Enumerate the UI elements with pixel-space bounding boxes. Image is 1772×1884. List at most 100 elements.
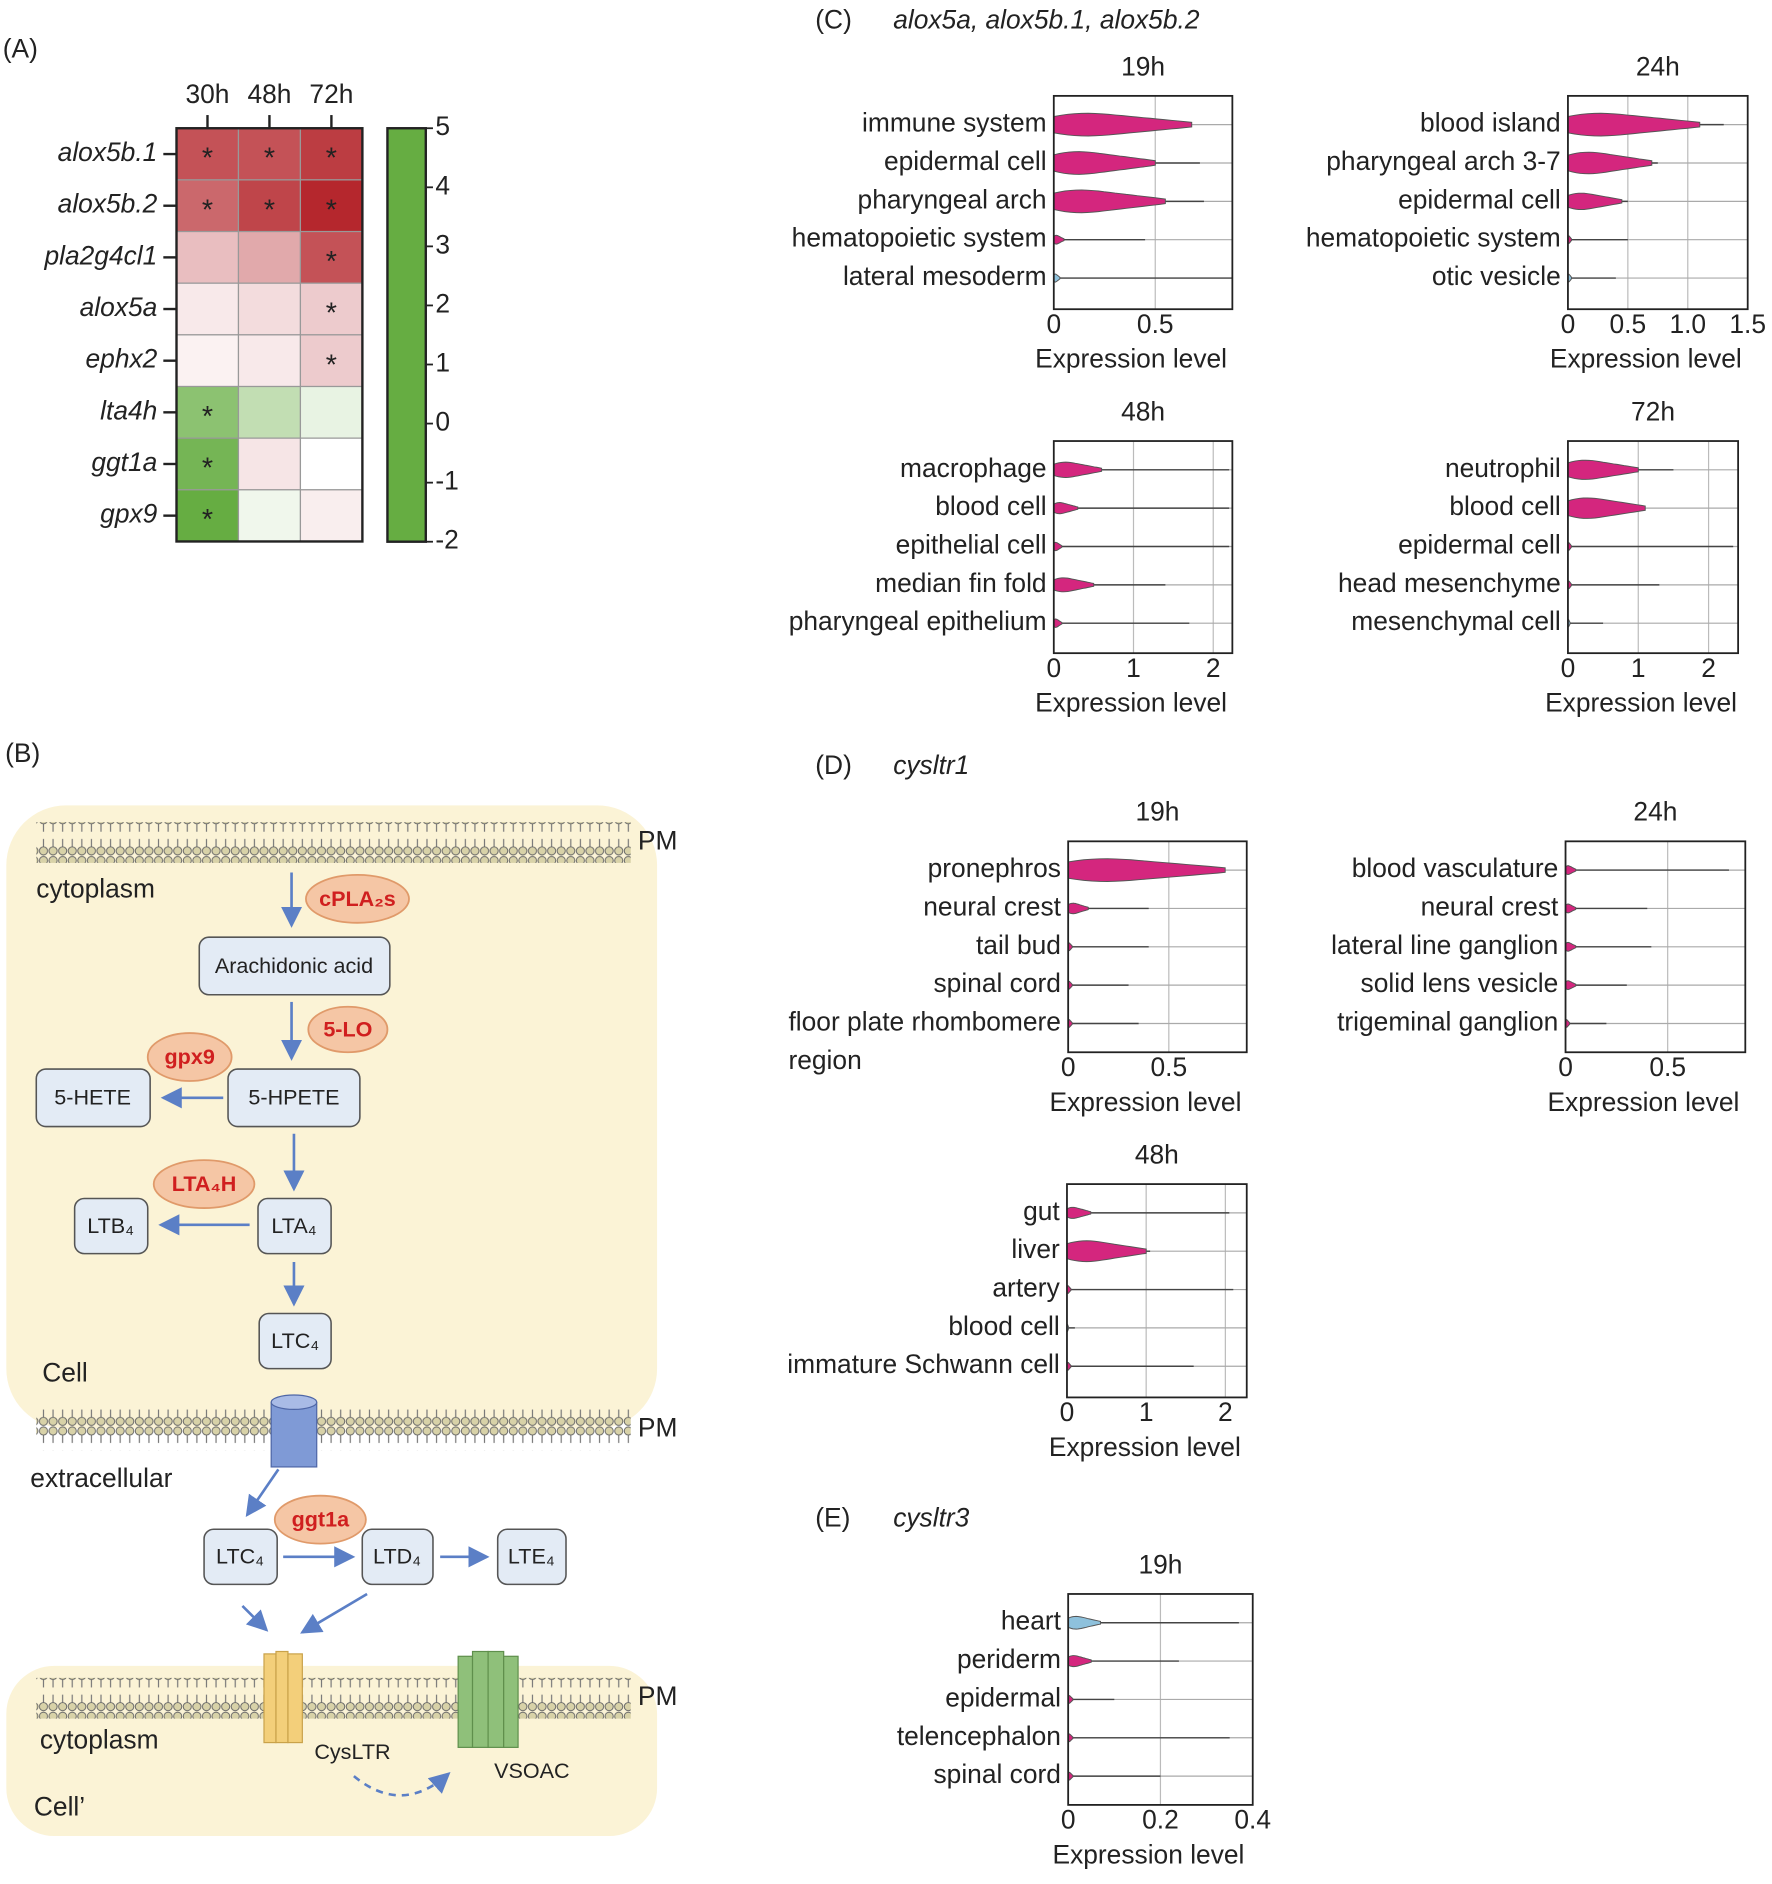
category-label: immature Schwann cell <box>787 1349 1060 1379</box>
violin-body <box>1053 461 1103 478</box>
colorbar-tick-label: 0 <box>435 407 450 437</box>
violin-body <box>1565 941 1577 952</box>
x-tick-label: 0.5 <box>1649 1052 1686 1082</box>
violin-body <box>1565 865 1577 876</box>
x-tick-label: 0.5 <box>1610 309 1647 339</box>
heatmap-frame <box>175 127 364 543</box>
panel-label: (D) <box>815 750 852 780</box>
category-label: hematopoietic system <box>792 223 1047 253</box>
category-label: telencephalon <box>897 1721 1061 1751</box>
violin-body <box>1053 618 1063 628</box>
row-label: pla2g4cl1 <box>43 240 157 270</box>
x-axis-label: Expression level <box>1050 1087 1242 1117</box>
row-label: alox5b.1 <box>58 137 158 167</box>
violin-body <box>1067 1655 1092 1668</box>
gene-label: cysltr3 <box>893 1503 969 1533</box>
enzyme-label: ggt1a <box>292 1507 351 1532</box>
subplot-title: 19h <box>1135 797 1179 827</box>
transporter <box>270 1394 318 1468</box>
category-label: mesenchymal cell <box>1351 606 1561 636</box>
enzyme-label: cPLA₂s <box>319 886 396 911</box>
gene-label: alox5a, alox5b.1, alox5b.2 <box>893 5 1200 35</box>
enzyme-badge <box>305 873 410 924</box>
significance-mark: * <box>264 143 275 175</box>
category-label: epidermal cell <box>1398 184 1561 214</box>
heat-cell <box>299 437 363 491</box>
enzyme-badge <box>307 1005 389 1054</box>
category-label: periderm <box>957 1644 1061 1674</box>
violin-body <box>1053 234 1065 245</box>
violin-body <box>1066 1240 1147 1263</box>
violin-body <box>1067 980 1073 990</box>
violin-body <box>1066 1206 1092 1219</box>
category-label: artery <box>992 1273 1060 1303</box>
category-label: otic vesicle <box>1432 261 1561 291</box>
category-label: pronephros <box>928 853 1061 883</box>
enzyme-badge <box>273 1494 367 1545</box>
heat-cell <box>175 334 240 388</box>
plot-frame <box>1066 1183 1248 1399</box>
violin-body <box>1067 1771 1074 1781</box>
column-label: 48h <box>247 79 291 109</box>
significance-mark: * <box>202 401 213 433</box>
x-tick-label: 0 <box>1561 653 1576 683</box>
significance-mark: * <box>202 504 213 536</box>
membrane <box>36 1677 631 1719</box>
x-axis-label: Expression level <box>1035 344 1227 374</box>
subplot-title: 24h <box>1633 797 1677 827</box>
x-tick-label: 0 <box>1061 1052 1076 1082</box>
violin-body <box>1066 1285 1072 1294</box>
category-label: immune system <box>862 108 1047 138</box>
category-label: gut <box>1023 1196 1060 1226</box>
significance-mark: * <box>326 349 337 381</box>
violin-body <box>1053 112 1193 137</box>
violin-body <box>1567 112 1701 137</box>
subplot-title: 48h <box>1135 1139 1179 1169</box>
metabolite-label: LTA₄ <box>271 1213 316 1238</box>
metabolite-box <box>198 936 391 996</box>
x-tick-label: 2 <box>1206 653 1221 683</box>
x-tick-label: 0 <box>1046 653 1061 683</box>
significance-mark: * <box>264 194 275 226</box>
compartment-label: extracellular <box>30 1463 172 1493</box>
label-line: region <box>788 1045 861 1075</box>
colorbar-tick-label: 5 <box>435 111 450 141</box>
plot-frame <box>1564 840 1747 1054</box>
subplot-title: 48h <box>1121 396 1165 426</box>
panel-label: (A) <box>3 33 38 63</box>
category-label: macrophage <box>900 453 1047 483</box>
x-tick-label: 1 <box>1139 1397 1154 1427</box>
x-tick-label: 0 <box>1046 309 1061 339</box>
x-tick-label: 0.4 <box>1234 1805 1271 1835</box>
significance-mark: * <box>202 453 213 485</box>
subplot-title: 19h <box>1121 51 1165 81</box>
heat-cell <box>299 230 363 284</box>
row-label: ggt1a <box>91 447 157 477</box>
x-tick-label: 0 <box>1061 1805 1076 1835</box>
heat-cell <box>299 127 363 181</box>
heat-cell <box>237 127 302 181</box>
violin-body <box>1567 497 1646 519</box>
colorbar-tick-label: -1 <box>435 466 458 496</box>
category-label: pharyngeal arch <box>858 184 1047 214</box>
heat-cell <box>299 385 363 439</box>
category-label: median fin fold <box>875 568 1046 598</box>
violin-body <box>1053 502 1079 515</box>
heat-cell <box>237 334 302 388</box>
violin-body <box>1565 1019 1571 1028</box>
membrane-label: PM <box>638 825 678 855</box>
enzyme-badge <box>146 1032 233 1082</box>
category-label: lateral line ganglion <box>1331 930 1558 960</box>
category-label: pharyngeal epithelium <box>789 606 1047 636</box>
category-label: floor plate rhombomere region <box>788 1006 1061 1074</box>
colorbar-tick-label: 4 <box>435 170 450 200</box>
compartment-label: cytoplasm <box>40 1724 159 1754</box>
plot-frame <box>1567 440 1740 655</box>
category-label: blood island <box>1420 108 1561 138</box>
membrane <box>36 1409 631 1451</box>
violin-body <box>1565 903 1577 914</box>
violin-body <box>1053 541 1063 552</box>
x-tick-label: 1.0 <box>1669 309 1706 339</box>
category-label: blood cell <box>948 1311 1059 1341</box>
